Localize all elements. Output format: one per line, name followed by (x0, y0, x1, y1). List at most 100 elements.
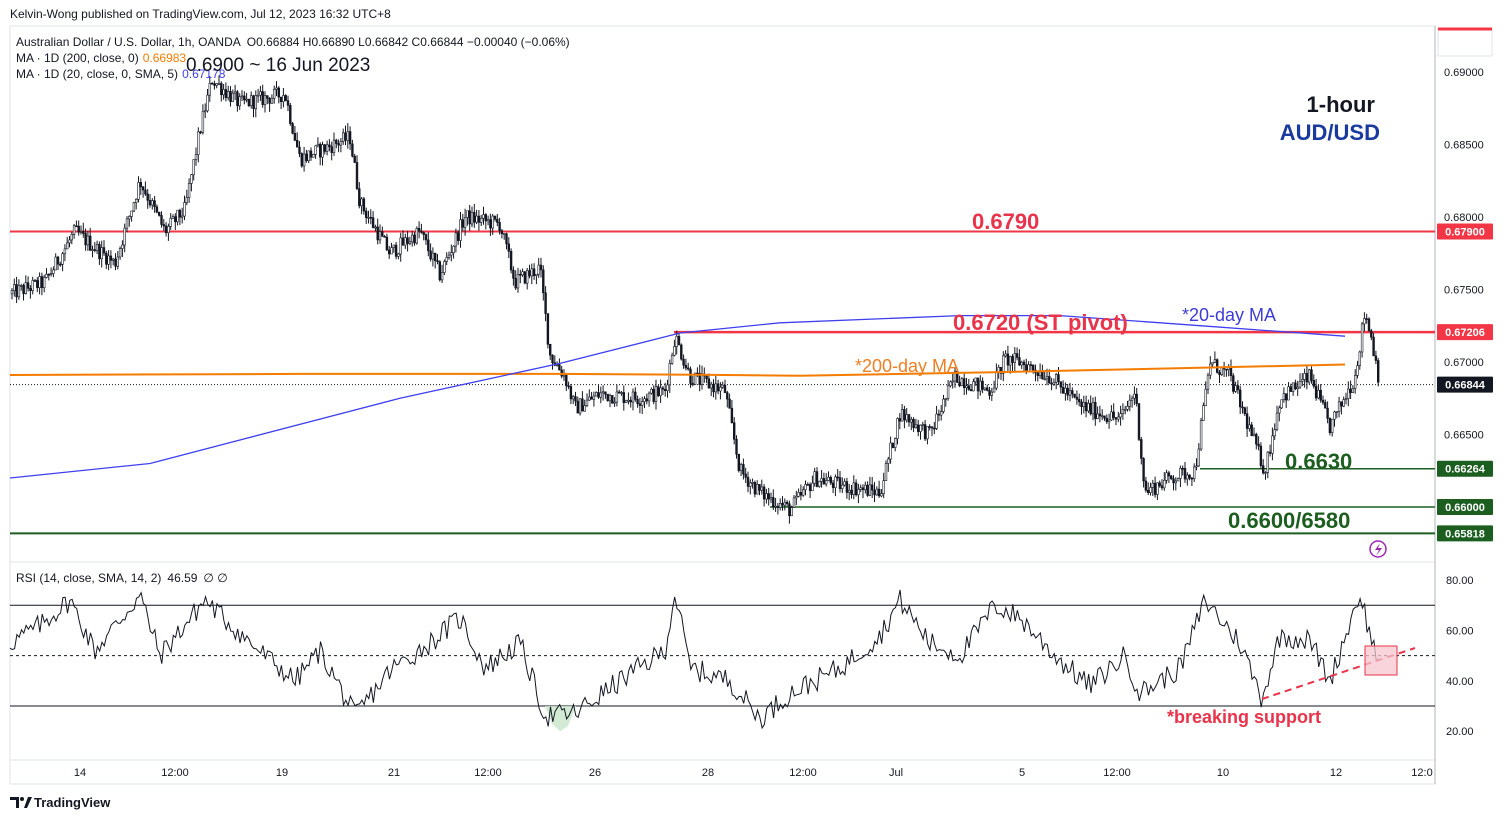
candle-body (746, 476, 750, 487)
candle-body (972, 381, 975, 392)
candle-body (137, 182, 140, 200)
tradingview-logo-icon[interactable] (10, 797, 32, 808)
candle-body (107, 255, 110, 265)
axis-corner-marker[interactable] (1437, 27, 1493, 57)
candle-body (192, 159, 195, 176)
candle-body (1280, 399, 1283, 409)
rsi-line[interactable] (9, 589, 1379, 730)
rsi-tick-label: 80.00 (1446, 575, 1474, 587)
ma200-line[interactable] (9, 363, 1346, 377)
candle-body (77, 225, 80, 233)
lightning-icon[interactable] (1369, 540, 1387, 558)
candle-body (930, 426, 934, 429)
legend-ma200-label: MA · 1D (200, close, 0) (16, 51, 139, 65)
candle-body (838, 477, 842, 489)
legend-ma20[interactable]: MA · 1D (20, close, 0, SMA, 5) 0.67178 (16, 67, 226, 81)
candle-body (1055, 374, 1058, 383)
candle-body (928, 426, 931, 428)
price-tag-6581-bg[interactable] (1437, 525, 1493, 542)
price-tag-6600-bg[interactable] (1437, 499, 1493, 515)
time-tick-label: 12:00 (474, 767, 502, 779)
legend-symbol-name: Australian Dollar / U.S. Dollar, 1h, OAN… (16, 35, 241, 49)
candle-body (604, 391, 607, 395)
footer-brand[interactable]: TradingView (34, 795, 111, 810)
price-tick-label: 0.69000 (1444, 67, 1484, 79)
candle-body (1133, 393, 1136, 399)
candle-body (151, 200, 154, 206)
candle-body (1050, 382, 1053, 385)
candle-body (974, 377, 977, 383)
candle-body (1013, 353, 1017, 363)
candle-body (204, 110, 207, 113)
candle-body (300, 153, 303, 167)
candle-body (905, 414, 908, 421)
candle-body (339, 141, 343, 146)
candle-body (98, 243, 101, 260)
candle-body (302, 153, 306, 167)
candle-body (652, 388, 655, 402)
candle-body (581, 398, 584, 412)
candle-body (990, 391, 994, 396)
price-tag-6790-bg[interactable] (1437, 223, 1493, 240)
candle-body (1326, 407, 1329, 419)
candle-body (259, 91, 262, 96)
price-tag-6626: 0.66264 (1445, 464, 1486, 476)
annotation-sup-6630: 0.6630 (1285, 449, 1352, 474)
candle-body (1229, 367, 1233, 377)
candle-body (158, 211, 161, 216)
candle-body (1363, 318, 1366, 325)
candle-body (1337, 401, 1341, 412)
price-tag-6581: 0.65818 (1445, 528, 1485, 540)
candle-body (680, 344, 683, 360)
legend-ma200[interactable]: MA · 1D (200, close, 0) 0.66983 (16, 51, 186, 65)
candle-body (755, 483, 759, 495)
rsi-break-box[interactable] (1364, 645, 1398, 676)
candle-body (1064, 387, 1067, 394)
candle-body (1032, 364, 1035, 371)
legend-symbol[interactable]: Australian Dollar / U.S. Dollar, 1h, OAN… (16, 35, 570, 49)
candle-body (1103, 415, 1106, 419)
candle-body (360, 198, 363, 207)
candlestick-series[interactable] (10, 75, 1380, 524)
candle-body (900, 409, 904, 422)
candle-body (102, 247, 106, 254)
price-tag-6626-bg[interactable] (1437, 460, 1493, 477)
price-tag-6720-bg[interactable] (1437, 324, 1493, 341)
candle-body (677, 336, 681, 346)
candle-body (512, 269, 515, 279)
candle-body (309, 150, 313, 158)
candle-body (638, 403, 642, 406)
legend-rsi-extra: ∅ ∅ (203, 571, 227, 585)
candle-body (399, 237, 402, 255)
candle-body (227, 90, 230, 98)
legend-ma20-label: MA · 1D (20, close, 0, SMA, 5) (16, 67, 178, 81)
candle-body (1082, 402, 1086, 408)
ma20-line[interactable] (9, 314, 1346, 479)
candle-body (10, 290, 14, 295)
candle-body (31, 280, 34, 291)
candle-body (749, 482, 752, 487)
candle-body (433, 252, 437, 261)
candle-body (344, 132, 347, 141)
candle-body (1324, 402, 1327, 409)
annotation-sup-6600: 0.6600/6580 (1228, 508, 1350, 533)
legend-rsi[interactable]: RSI (14, close, SMA, 14, 2) 46.59 ∅ ∅ (16, 571, 228, 585)
candle-body (1036, 372, 1040, 376)
candle-body (640, 401, 644, 406)
candle-body (776, 505, 780, 508)
price-tag-current-bg[interactable] (1437, 376, 1493, 393)
candle-body (1351, 388, 1355, 393)
candle-body (213, 83, 216, 86)
candle-body (66, 242, 69, 250)
price-tag-6790: 0.67900 (1445, 227, 1485, 239)
candle-body (406, 237, 409, 244)
candle-body (206, 94, 209, 112)
candle-body (893, 438, 897, 448)
candle-body (864, 484, 867, 491)
candle-body (1275, 412, 1279, 430)
candle-body (125, 218, 129, 229)
candle-body (307, 150, 310, 162)
candle-body (1137, 403, 1141, 440)
candle-body (647, 392, 651, 402)
